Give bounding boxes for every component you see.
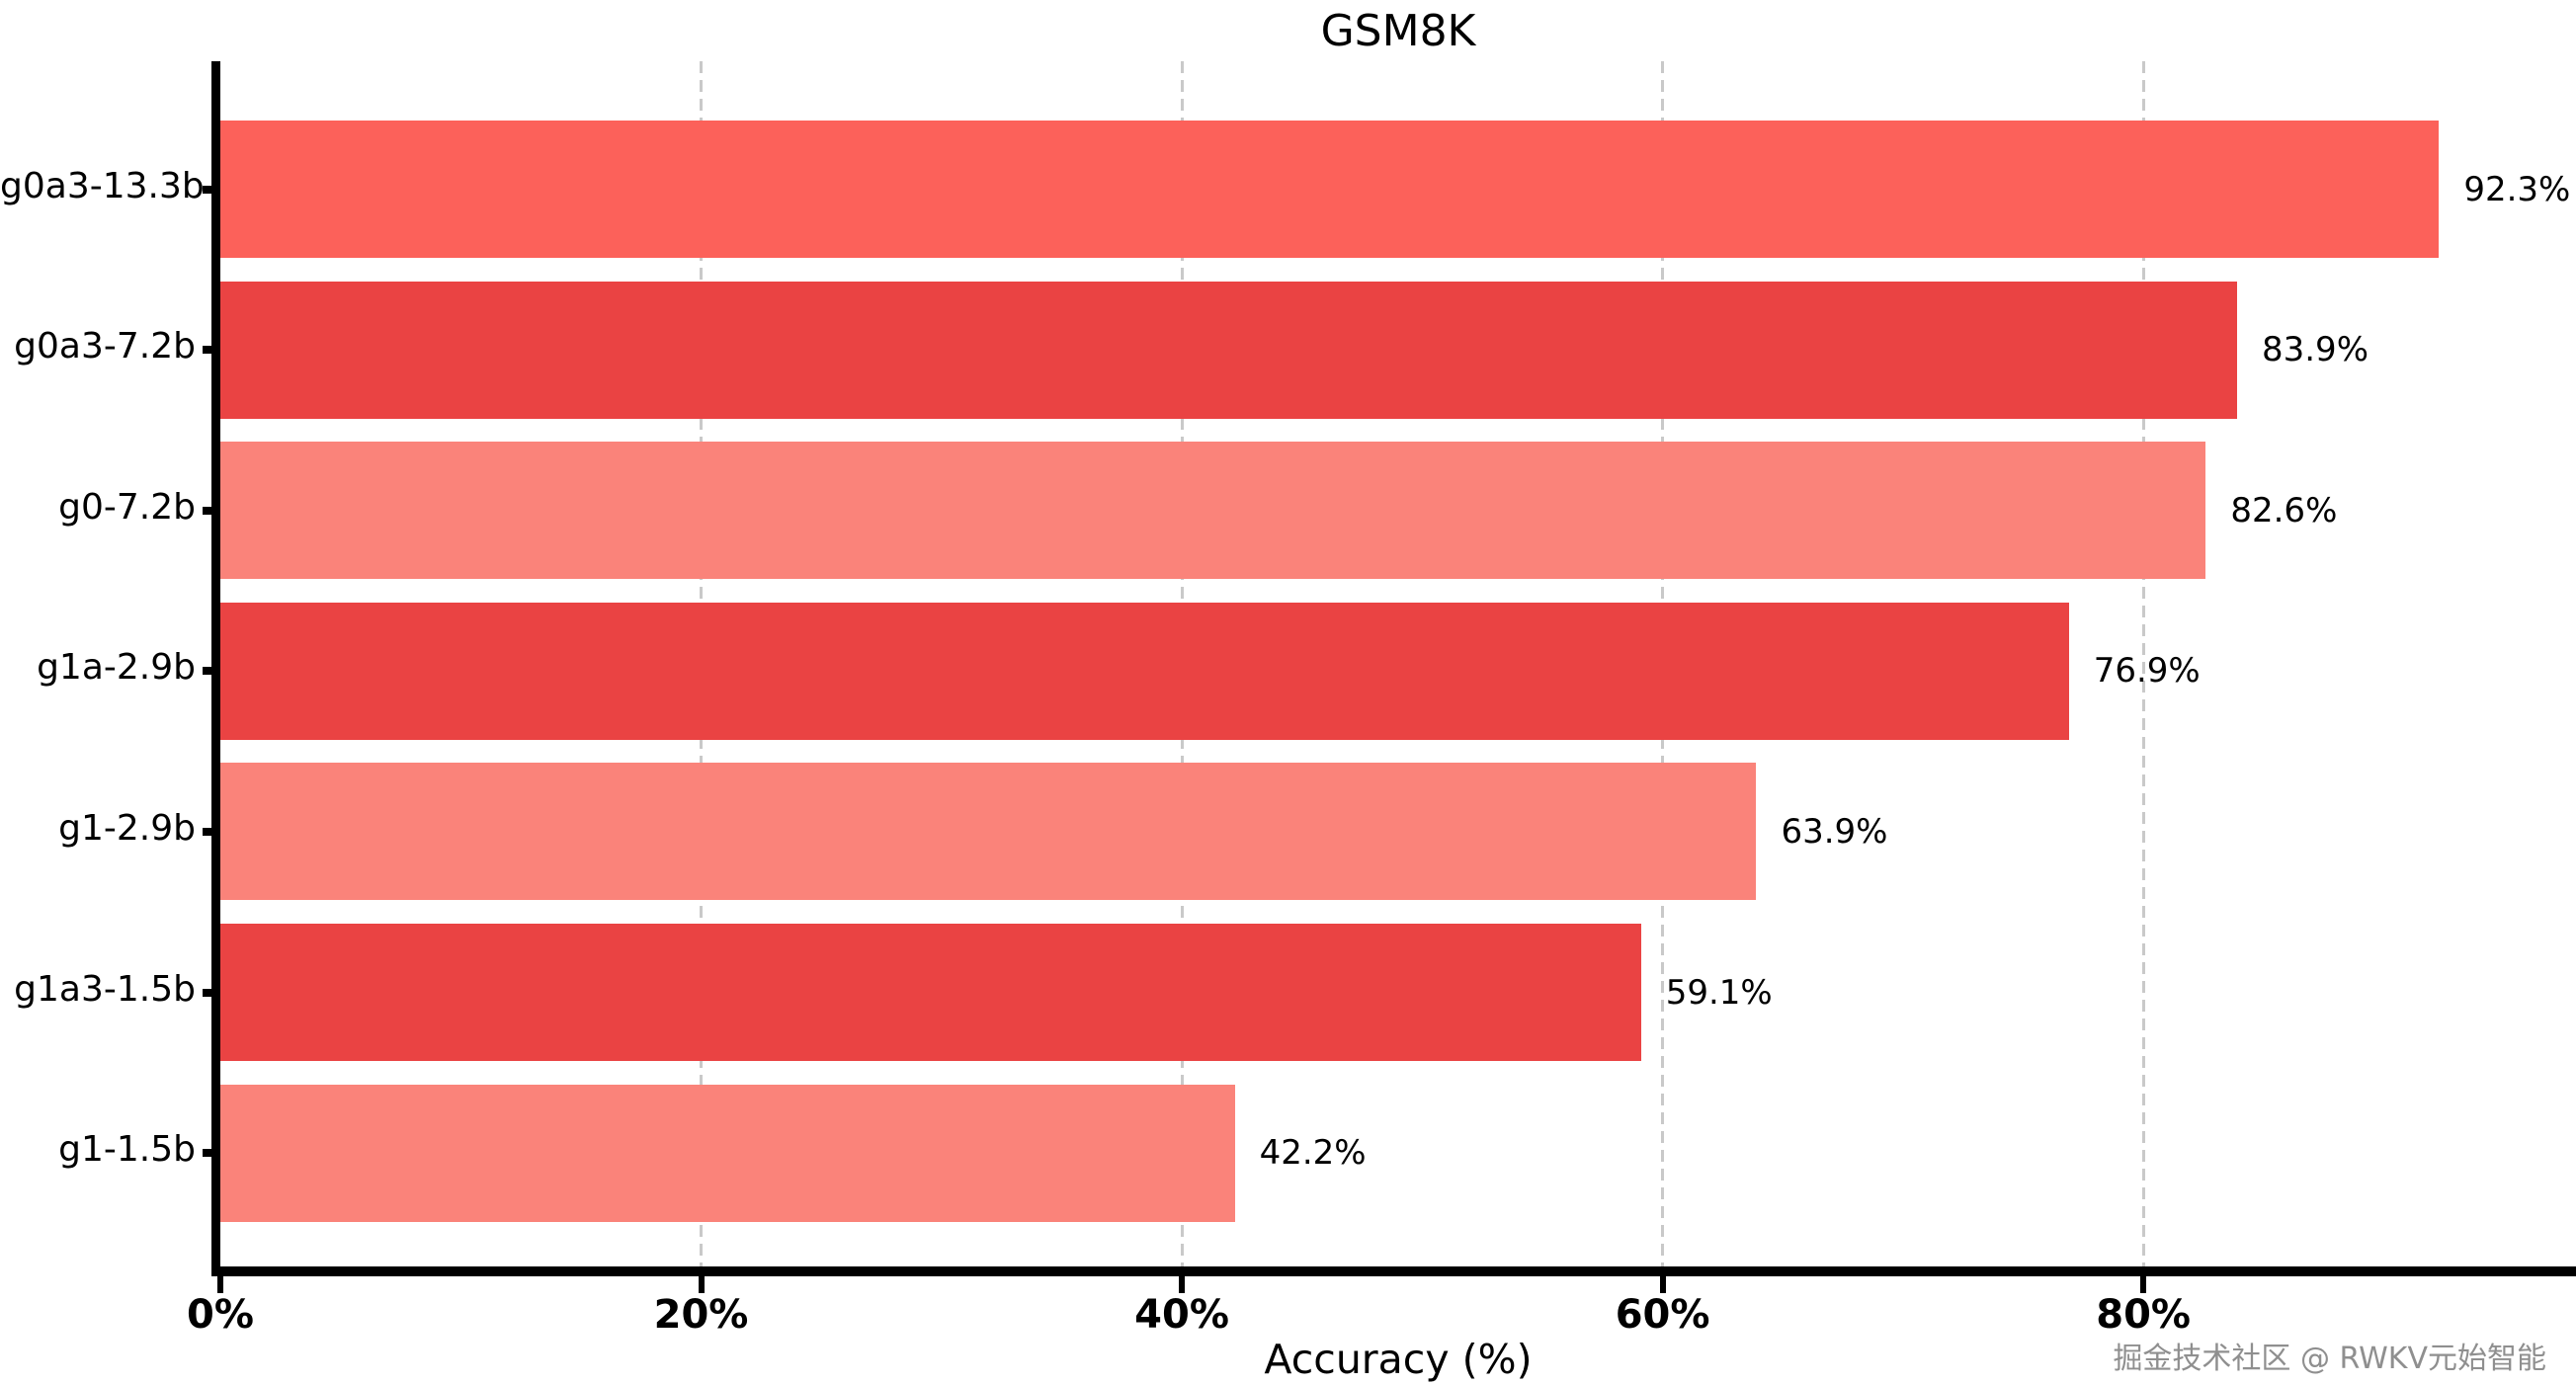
- gridline-80-percent: [2141, 61, 2145, 1266]
- x-axis-title: Accuracy (%): [1264, 1336, 1533, 1383]
- bar-g1-1.5b: [220, 1084, 1235, 1222]
- y-tick-mark-g0-7.2b: [203, 506, 212, 515]
- x-tick-mark-0-percent: [217, 1276, 223, 1293]
- x-tick-mark-60-percent: [1659, 1276, 1666, 1293]
- x-tick-label-80-percent: 80%: [2096, 1292, 2191, 1338]
- bar-g0a3-7.2b: [220, 281, 2237, 419]
- value-label-g0a3-7.2b: 83.9%: [2261, 330, 2368, 370]
- y-tick-label-g1-1.5b: g1-1.5b: [58, 1129, 196, 1171]
- value-label-g1-2.9b: 63.9%: [1781, 811, 1888, 852]
- value-label-g0a3-13.3b: 92.3%: [2463, 169, 2571, 209]
- x-tick-mark-80-percent: [2140, 1276, 2147, 1293]
- y-tick-mark-g1-1.5b: [203, 1149, 212, 1158]
- y-tick-label-g0-7.2b: g0-7.2b: [58, 486, 196, 528]
- value-label-g1-1.5b: 42.2%: [1259, 1133, 1367, 1174]
- y-tick-mark-g1a3-1.5b: [203, 988, 212, 997]
- y-tick-label-g0a3-7.2b: g0a3-7.2b: [14, 326, 196, 367]
- bar-g0-7.2b: [220, 442, 2206, 580]
- x-tick-label-0-percent: 0%: [187, 1292, 254, 1338]
- bar-g1a-2.9b: [220, 602, 2069, 740]
- watermark: 掘金技术社区 @ RWKV元始智能: [2113, 1342, 2546, 1376]
- y-axis-spine: [211, 61, 220, 1276]
- bar-g1a3-1.5b: [220, 924, 1641, 1061]
- y-tick-label-g1a-2.9b: g1a-2.9b: [37, 647, 196, 689]
- y-tick-mark-g0a3-13.3b: [203, 185, 212, 194]
- y-tick-label-g1a3-1.5b: g1a3-1.5b: [14, 968, 196, 1010]
- x-tick-mark-40-percent: [1179, 1276, 1186, 1293]
- x-tick-label-20-percent: 20%: [653, 1292, 749, 1338]
- y-tick-mark-g1a-2.9b: [203, 667, 212, 676]
- y-tick-mark-g1-2.9b: [203, 827, 212, 836]
- x-axis-spine: [211, 1266, 2576, 1276]
- value-label-g1a3-1.5b: 59.1%: [1665, 972, 1773, 1013]
- x-tick-label-60-percent: 60%: [1615, 1292, 1710, 1338]
- y-tick-mark-g0a3-7.2b: [203, 346, 212, 355]
- bar-g0a3-13.3b: [220, 121, 2440, 258]
- chart-title: GSM8K: [1320, 6, 1476, 56]
- value-label-g1a-2.9b: 76.9%: [2093, 651, 2201, 692]
- x-tick-label-40-percent: 40%: [1134, 1292, 1229, 1338]
- y-tick-label-g1-2.9b: g1-2.9b: [58, 807, 196, 849]
- y-tick-label-g0a3-13.3b: g0a3-13.3b: [0, 165, 205, 206]
- bar-g1-2.9b: [220, 763, 1757, 901]
- value-label-g0-7.2b: 82.6%: [2230, 490, 2338, 530]
- x-tick-mark-20-percent: [698, 1276, 705, 1293]
